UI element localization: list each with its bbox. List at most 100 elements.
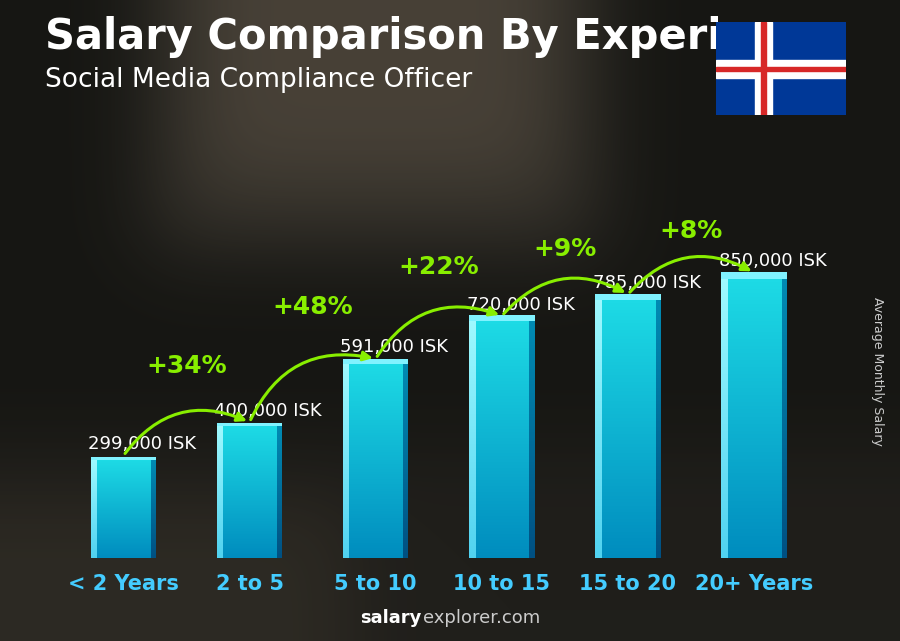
Bar (217, 465, 283, 467)
Bar (721, 465, 728, 469)
Bar (782, 388, 787, 392)
Bar (151, 545, 157, 547)
Bar (595, 525, 661, 528)
Bar (343, 523, 409, 526)
Bar (403, 467, 409, 469)
Bar (217, 522, 283, 524)
Bar (91, 531, 157, 533)
Bar (217, 549, 283, 551)
Bar (721, 423, 728, 427)
Bar (595, 378, 661, 381)
Bar (721, 551, 787, 554)
Bar (403, 538, 409, 540)
Bar (469, 393, 475, 396)
Bar (721, 353, 787, 356)
Bar (91, 525, 157, 527)
Bar (655, 483, 661, 486)
Bar (217, 428, 223, 429)
Bar (343, 547, 409, 551)
Bar (469, 423, 535, 426)
Bar (151, 490, 157, 492)
Bar (217, 437, 283, 438)
Bar (151, 477, 157, 478)
Bar (595, 355, 602, 359)
Bar (277, 556, 283, 558)
Bar (721, 469, 728, 473)
Bar (277, 458, 283, 460)
Bar (91, 547, 157, 549)
Bar (91, 468, 157, 469)
Bar (403, 476, 409, 479)
Bar (343, 538, 349, 540)
Bar (217, 441, 223, 443)
Bar (469, 515, 535, 519)
Bar (595, 472, 602, 476)
Bar (91, 470, 97, 472)
Bar (151, 544, 157, 545)
Bar (217, 425, 283, 426)
Bar (529, 513, 535, 516)
Bar (277, 425, 283, 426)
Bar (91, 530, 97, 531)
Bar (469, 328, 475, 331)
Bar (595, 358, 602, 362)
Bar (469, 447, 535, 450)
Bar (469, 420, 475, 423)
Bar (721, 437, 787, 441)
Bar (91, 514, 97, 515)
Bar (91, 508, 97, 509)
Bar (343, 393, 409, 395)
Bar (343, 435, 409, 437)
Bar (343, 462, 349, 465)
Bar (217, 446, 283, 448)
Bar (217, 491, 223, 493)
Bar (782, 462, 787, 466)
Bar (595, 294, 661, 300)
Bar (217, 443, 223, 445)
Bar (529, 328, 535, 331)
Bar (91, 458, 157, 460)
Bar (595, 414, 602, 417)
Bar (403, 491, 409, 494)
Bar (595, 326, 661, 329)
Bar (403, 511, 409, 513)
Bar (403, 398, 409, 401)
Bar (151, 492, 157, 493)
Bar (91, 483, 157, 485)
Bar (469, 384, 535, 387)
Bar (343, 363, 349, 366)
Bar (595, 306, 602, 310)
Bar (655, 303, 661, 306)
Bar (217, 504, 283, 506)
Bar (721, 551, 728, 554)
Bar (782, 300, 787, 304)
Bar (217, 453, 283, 454)
Bar (403, 395, 409, 398)
Bar (721, 307, 728, 311)
Bar (217, 516, 223, 518)
Bar (343, 520, 349, 523)
Bar (721, 409, 787, 413)
Bar (217, 493, 283, 495)
Bar (91, 523, 97, 524)
Bar (217, 538, 283, 540)
Bar (217, 483, 223, 485)
Bar (277, 454, 283, 456)
Bar (277, 485, 283, 487)
Bar (721, 423, 787, 427)
Bar (277, 466, 283, 468)
Bar (529, 492, 535, 495)
Bar (721, 501, 787, 504)
Bar (403, 428, 409, 430)
Bar (469, 387, 475, 390)
Bar (469, 441, 475, 444)
Bar (655, 297, 661, 300)
Bar (782, 328, 787, 332)
Bar (277, 488, 283, 490)
Bar (91, 549, 157, 550)
Bar (595, 554, 661, 558)
Bar (721, 441, 728, 445)
Bar (469, 438, 475, 441)
Bar (655, 528, 661, 531)
Bar (217, 466, 283, 468)
